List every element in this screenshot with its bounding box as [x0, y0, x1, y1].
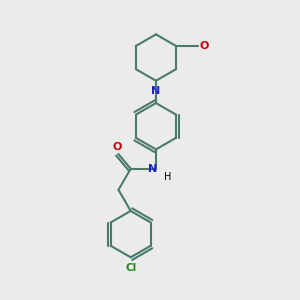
- Text: O: O: [200, 41, 209, 51]
- Text: Cl: Cl: [125, 263, 136, 273]
- Text: N: N: [151, 86, 160, 96]
- Text: N: N: [148, 164, 158, 174]
- Text: H: H: [164, 172, 172, 182]
- Text: O: O: [112, 142, 122, 152]
